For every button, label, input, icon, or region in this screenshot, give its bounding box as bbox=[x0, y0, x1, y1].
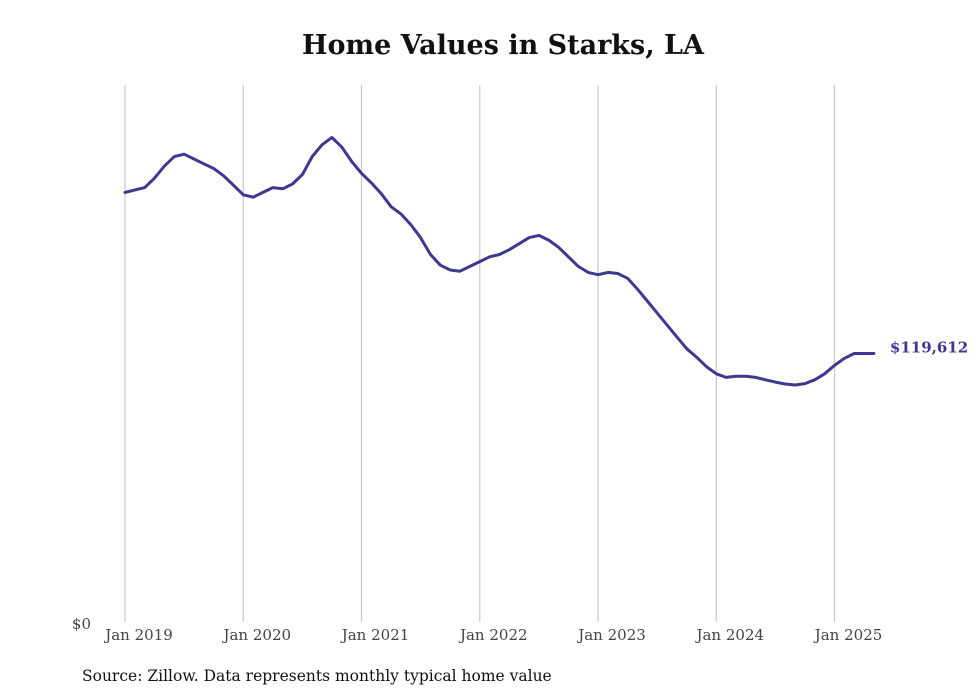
x-tick-label: Jan 2020 bbox=[221, 626, 291, 644]
x-axis-ticks: Jan 2019 Jan 2020 Jan 2021 Jan 2022 Jan 2023… bbox=[103, 626, 882, 644]
x-tick-label: Jan 2022 bbox=[458, 626, 528, 644]
x-tick-label: Jan 2019 bbox=[103, 626, 173, 644]
end-value-label: $119,612 bbox=[890, 339, 968, 357]
chart-title: Home Values in Starks, LA bbox=[302, 30, 704, 61]
series-line bbox=[123, 136, 876, 387]
source-note: Source: Zillow. Data represents monthly … bbox=[82, 667, 552, 685]
x-tick-label: Jan 2023 bbox=[576, 626, 646, 644]
x-tick-label: Jan 2021 bbox=[340, 626, 410, 644]
x-tick-label: Jan 2025 bbox=[813, 626, 883, 644]
x-tick-label: Jan 2024 bbox=[694, 626, 764, 644]
y-tick-label: $0 bbox=[72, 615, 91, 633]
gridlines bbox=[124, 85, 836, 622]
y-axis-ticks: $0 bbox=[72, 615, 91, 633]
